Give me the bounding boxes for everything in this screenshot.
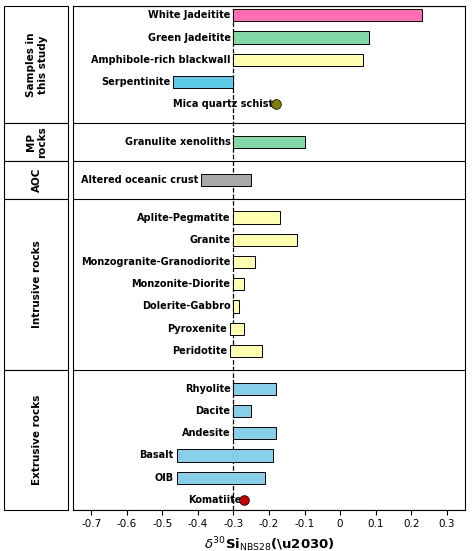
Text: Altered oceanic crust: Altered oceanic crust	[82, 175, 199, 185]
Text: AOC: AOC	[32, 168, 42, 192]
Text: Dacite: Dacite	[196, 406, 230, 416]
Text: Monzonite-Diorite: Monzonite-Diorite	[132, 279, 230, 289]
Bar	[201, 174, 251, 186]
Text: Peridotite: Peridotite	[172, 346, 227, 356]
Bar	[233, 256, 255, 268]
Bar	[4, 161, 68, 199]
Text: Rhyolite: Rhyolite	[185, 383, 230, 394]
Bar	[233, 212, 280, 224]
Bar	[4, 6, 68, 123]
Bar	[233, 53, 363, 66]
Text: Basalt: Basalt	[139, 450, 173, 461]
Text: Amphibole-rich blackwall: Amphibole-rich blackwall	[91, 55, 230, 65]
Text: Extrusive rocks: Extrusive rocks	[32, 395, 42, 485]
Text: Komatiite: Komatiite	[188, 495, 241, 505]
Text: Samples in
this study: Samples in this study	[26, 32, 47, 96]
Bar	[233, 136, 304, 148]
Text: White Jadeitite: White Jadeitite	[148, 10, 230, 20]
Bar	[4, 199, 68, 370]
Bar	[233, 300, 239, 312]
Text: Andesite: Andesite	[182, 428, 230, 438]
Text: Aplite-Pegmatite: Aplite-Pegmatite	[137, 213, 230, 223]
Bar	[4, 370, 68, 510]
Bar	[4, 123, 68, 161]
Bar	[233, 278, 244, 290]
Bar	[173, 76, 233, 88]
Bar	[176, 449, 273, 462]
Text: Green Jadeitite: Green Jadeitite	[147, 33, 230, 42]
Bar	[230, 323, 244, 335]
Text: Dolerite-Gabbro: Dolerite-Gabbro	[142, 301, 230, 311]
Bar	[233, 382, 276, 395]
Text: Intrusive rocks: Intrusive rocks	[32, 240, 42, 328]
X-axis label: $\delta^{30}$Si$_{\rm NBS28}$(\u2030): $\delta^{30}$Si$_{\rm NBS28}$(\u2030)	[203, 535, 335, 551]
Bar	[233, 31, 368, 44]
Text: Granite: Granite	[190, 235, 230, 245]
Text: OIB: OIB	[155, 473, 173, 483]
Text: MP
rocks: MP rocks	[26, 126, 47, 158]
Bar	[176, 472, 265, 484]
Bar	[233, 405, 251, 417]
Text: Mica quartz schist: Mica quartz schist	[173, 99, 273, 109]
Bar	[233, 9, 422, 21]
Text: Pyroxenite: Pyroxenite	[167, 324, 227, 334]
Text: Serpentinite: Serpentinite	[101, 77, 170, 87]
Text: Granulite xenoliths: Granulite xenoliths	[125, 137, 230, 147]
Bar	[233, 234, 297, 246]
Text: Monzogranite-Granodiorite: Monzogranite-Granodiorite	[81, 257, 230, 267]
Bar	[230, 345, 262, 357]
Bar	[233, 427, 276, 439]
